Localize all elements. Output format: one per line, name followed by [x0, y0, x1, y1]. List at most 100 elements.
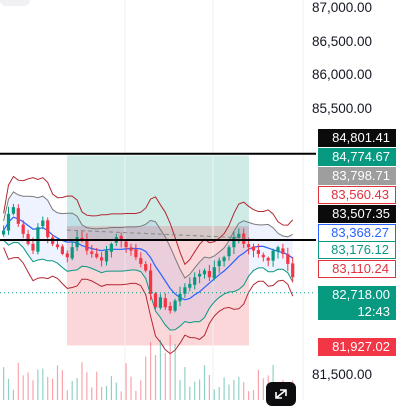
candle-body[interactable] — [144, 264, 148, 271]
bar-countdown: 12:43 — [357, 304, 390, 319]
volume-bar — [174, 344, 176, 400]
candle-body[interactable] — [16, 208, 20, 224]
volume-bar — [238, 376, 240, 400]
candle-body[interactable] — [134, 249, 138, 258]
candle-body[interactable] — [168, 305, 172, 311]
volume-bar — [27, 372, 29, 400]
volume-bar — [243, 382, 245, 400]
candle-body[interactable] — [21, 224, 25, 234]
candle-body[interactable] — [46, 220, 50, 238]
volume-bar — [120, 391, 122, 400]
candle-body[interactable] — [193, 277, 197, 285]
candle-body[interactable] — [261, 254, 265, 258]
candle-body[interactable] — [85, 240, 89, 251]
bollinger-upper-price-tag: 83,798.71 — [318, 167, 396, 185]
horizontal-line-price-tag[interactable]: 84,801.41 — [318, 129, 396, 147]
close-button[interactable]: ✕ — [0, 0, 30, 6]
volume-bar — [32, 380, 34, 400]
candle-body[interactable] — [158, 297, 162, 308]
stop-loss-zone[interactable] — [67, 226, 249, 346]
candle-body[interactable] — [149, 270, 153, 294]
candle-body[interactable] — [90, 251, 94, 254]
candle-body[interactable] — [286, 254, 290, 264]
volume-bar — [208, 374, 210, 400]
candle-body[interactable] — [55, 244, 60, 248]
outer-band-upper-price-tag: 83,560.43 — [318, 186, 396, 204]
candle-body[interactable] — [198, 273, 202, 277]
candle-body[interactable] — [70, 247, 74, 259]
candle-body[interactable] — [212, 267, 216, 279]
candle-body[interactable] — [178, 293, 182, 302]
candle-body[interactable] — [237, 233, 241, 238]
candle-body[interactable] — [188, 283, 192, 288]
volume-bar — [252, 390, 255, 400]
current-price-tag[interactable]: 82,718.00 12:43 — [318, 286, 396, 320]
candle-body[interactable] — [95, 253, 99, 258]
stop-loss-price-tag[interactable]: 81,927.02 — [318, 338, 396, 356]
candle-body[interactable] — [163, 298, 167, 308]
volume-bar — [12, 389, 14, 400]
candle-body[interactable] — [26, 234, 30, 244]
volume-bar — [22, 375, 24, 400]
volume-bar — [154, 355, 157, 400]
expand-button[interactable] — [266, 382, 296, 406]
volume-bar — [199, 379, 201, 400]
volume-bar — [223, 377, 225, 400]
volume-bar — [228, 384, 230, 400]
candle-body[interactable] — [100, 257, 104, 261]
candle-body[interactable] — [247, 244, 251, 248]
candle-body[interactable] — [129, 247, 133, 251]
trading-chart[interactable] — [0, 0, 400, 400]
candle-body[interactable] — [65, 253, 69, 258]
volume-bar — [81, 362, 83, 400]
candle-body[interactable] — [266, 257, 270, 261]
candle-body[interactable] — [173, 300, 177, 311]
volume-bar — [179, 380, 181, 400]
candle-body[interactable] — [104, 250, 109, 262]
candle-body[interactable] — [207, 270, 211, 278]
expand-arrows-icon — [275, 389, 287, 399]
candle-body[interactable] — [251, 246, 256, 251]
candle-body[interactable] — [2, 230, 6, 235]
candle-body[interactable] — [183, 287, 187, 294]
horizontal-line-price-tag[interactable]: 83,507.35 — [318, 205, 396, 223]
candle-body[interactable] — [11, 207, 15, 214]
candle-body[interactable] — [109, 243, 113, 252]
outer-band-lower-price-tag: 83,110.24 — [318, 260, 396, 278]
volume-bar — [164, 352, 166, 400]
candle-body[interactable] — [217, 260, 221, 267]
candle-body[interactable] — [242, 233, 246, 244]
candle-body[interactable] — [291, 263, 295, 278]
candle-body[interactable] — [232, 237, 236, 248]
volume-bar — [56, 365, 59, 400]
candle-body[interactable] — [227, 247, 231, 257]
candle-body[interactable] — [256, 250, 260, 254]
price-axis-label: 86,000.00 — [311, 67, 372, 82]
candle-body[interactable] — [41, 220, 45, 227]
volume-bar — [96, 371, 98, 400]
candle-body[interactable] — [124, 241, 128, 248]
current-price-value: 82,718.00 — [332, 287, 390, 302]
candle-body[interactable] — [139, 258, 143, 264]
candle-body[interactable] — [31, 243, 35, 251]
candle-body[interactable] — [6, 213, 11, 231]
candle-body[interactable] — [202, 270, 207, 275]
candle-body[interactable] — [276, 247, 280, 252]
volume-bar — [130, 376, 132, 400]
volume-bar — [76, 377, 78, 400]
price-axis-label: 86,500.00 — [311, 34, 372, 49]
candle-body[interactable] — [75, 237, 79, 248]
take-profit-price-tag[interactable]: 84,774.67 — [318, 148, 396, 166]
volume-bar — [91, 387, 93, 400]
bollinger-lower-price-tag: 83,176.12 — [318, 241, 396, 259]
candle-body[interactable] — [153, 293, 158, 308]
candle-body[interactable] — [60, 246, 64, 254]
volume-bar — [248, 391, 250, 400]
volume-bar — [150, 342, 152, 400]
volume-bar — [189, 386, 191, 400]
candle-body[interactable] — [119, 235, 123, 241]
candle-body[interactable] — [271, 250, 275, 261]
volume-bar — [135, 390, 137, 400]
candle-body[interactable] — [281, 248, 285, 254]
candle-body[interactable] — [222, 257, 226, 262]
